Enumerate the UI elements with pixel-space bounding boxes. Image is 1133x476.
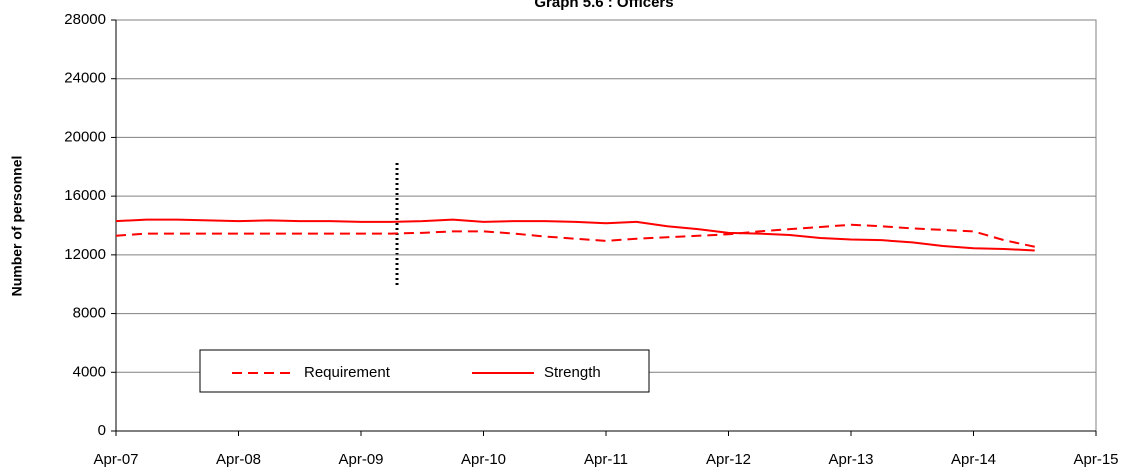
y-tick-label: 24000	[64, 70, 106, 87]
y-tick-label: 4000	[73, 363, 106, 380]
y-tick-label: 8000	[73, 305, 106, 322]
legend-label: Requirement	[304, 364, 391, 381]
y-tick-label: 12000	[64, 246, 106, 263]
y-tick-label: 20000	[64, 128, 106, 145]
line-series	[115, 218, 1035, 252]
x-tick-label: Apr-12	[706, 451, 751, 468]
x-tick-label: Apr-07	[93, 451, 138, 468]
chart-title: Graph 5.6 : Officers	[534, 0, 673, 11]
x-tick-label: Apr-13	[828, 451, 873, 468]
y-tick-label: 0	[98, 422, 106, 439]
x-tick-label: Apr-10	[461, 451, 506, 468]
line-series	[115, 223, 1035, 248]
x-tick-label: Apr-09	[338, 451, 383, 468]
x-tick-label: Apr-14	[951, 451, 996, 468]
y-axis-label: Number of personnel	[9, 156, 25, 297]
y-tick-label: 16000	[64, 187, 106, 204]
x-tick-label: Apr-15	[1073, 451, 1118, 468]
x-tick-label: Apr-08	[216, 451, 261, 468]
legend-label: Strength	[544, 364, 601, 381]
x-tick-label: Apr-11	[584, 451, 628, 468]
y-tick-label: 28000	[64, 11, 106, 28]
legend-box	[199, 349, 650, 393]
